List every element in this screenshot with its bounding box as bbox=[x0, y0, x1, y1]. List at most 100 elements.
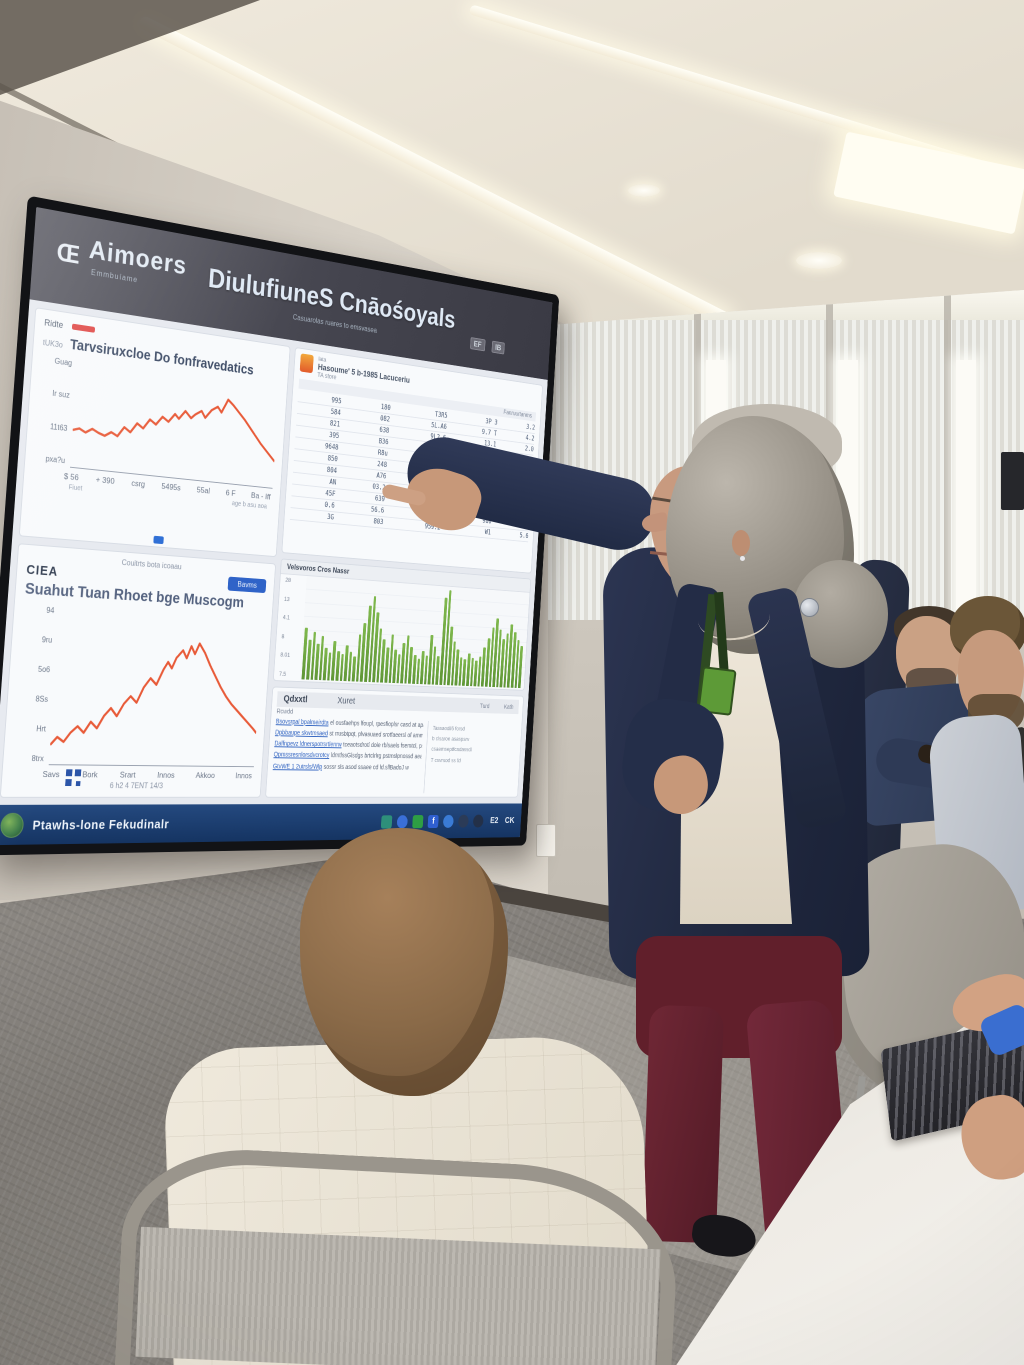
links-body: Bsovsrpal bpalmeirdta el ousfaehps lfoup… bbox=[271, 717, 518, 794]
bar-chart-left-values-item: 13 bbox=[284, 596, 304, 604]
chart1-x-axis-item: $ 56 bbox=[64, 471, 79, 482]
chart2-y-axis-item: 8trx bbox=[12, 754, 44, 763]
table-cell: 5.6 bbox=[491, 529, 529, 540]
hyperlink-text: GtvWE 1 2utrsls/Wlp bbox=[273, 763, 323, 770]
dashboard-body: Ridte tUK3o Tarvsiruxcloe Do fonfravedat… bbox=[0, 299, 548, 805]
chart2-y-axis-item: 9ru bbox=[21, 634, 52, 644]
taskbar-icon-tray: f bbox=[381, 814, 484, 828]
chart2-line bbox=[49, 605, 264, 766]
line-chart-panel-1: Ridte tUK3o Tarvsiruxcloe Do fonfravedat… bbox=[19, 307, 291, 557]
chart2-y-axis-item: 94 bbox=[23, 605, 54, 616]
recessed-light bbox=[628, 184, 660, 197]
chart1-x-axis-item: csrg bbox=[131, 478, 145, 489]
dashboard-left-column: Ridte tUK3o Tarvsiruxcloe Do fonfravedat… bbox=[0, 307, 291, 798]
presentation-screen: Œ Aimoers Emmbuíame DiulufiuneS Cnāośoya… bbox=[0, 195, 559, 855]
side-note-list-item: csaemseptfcadassdl bbox=[431, 745, 516, 757]
chart1-x-axis-item: 55al bbox=[197, 485, 211, 496]
presenter-leg-left bbox=[642, 1005, 724, 1243]
hyperlink-text: Dpbbaupe skwtmsaed bbox=[275, 730, 328, 737]
presenter-earring bbox=[740, 556, 745, 561]
bar-chart-body: 28 13 4.1 8 8.01 7.5 bbox=[274, 574, 530, 689]
links-tab-2: Xuret bbox=[337, 696, 355, 706]
app-logo-icon: Œ bbox=[56, 237, 81, 271]
chart2-x-axis-item: Bork bbox=[82, 769, 98, 779]
hyperlink-description: tceaotsdrotl dole rblsaels fsemtcl, pssm… bbox=[341, 742, 422, 750]
presenter-ear bbox=[732, 530, 750, 556]
chart2-plot-area: 94 9ru 5o6 8Ss Hrt 8trx bbox=[12, 603, 264, 768]
bar-chart-left-values-item: 4.1 bbox=[283, 615, 303, 623]
presenter-lapel-pin bbox=[800, 598, 819, 617]
hyperlink-description: sossr sls asod ssaee cd ld.sllBadoJ w bbox=[322, 764, 409, 771]
chart2-x-axis-item: Innos bbox=[157, 770, 175, 780]
hyperlink-description: st rrusbtpqt, plvasuaed srotfaeersl of a… bbox=[328, 731, 424, 740]
chart2-y-axis-item: 8Ss bbox=[17, 694, 49, 704]
table-app-icon bbox=[300, 353, 314, 373]
chart1-footnote: Fiuet bbox=[68, 485, 82, 493]
bar-chart-left-values-item: 28 bbox=[285, 577, 305, 585]
chart2-plot bbox=[49, 605, 264, 767]
chart1-y-axis-item: pxa?u bbox=[34, 453, 65, 465]
taskbar-label: Ptawhs-lone Fekudinalr bbox=[32, 816, 169, 832]
chart1-y-axis-item: 11t63 bbox=[37, 421, 68, 433]
wall-outlet bbox=[536, 824, 556, 857]
links-table-window: Qdxxtl Xuret Turd Kath Rcwdd Bsovsrpal bp… bbox=[265, 686, 524, 798]
chart1-x-axis-item: 6 F bbox=[225, 488, 235, 498]
hyperlink-description: el ousfaehps lfoupl, rpesfioplsr casd at… bbox=[328, 720, 424, 729]
taskbar-glyph-1: E2 bbox=[490, 816, 499, 825]
taskbar-app-icon bbox=[381, 815, 393, 828]
bar-chart-left-values-item: 8.01 bbox=[280, 652, 300, 659]
taskbar-start-icon bbox=[0, 812, 24, 837]
bar-chart-left-values-item: 7.5 bbox=[279, 671, 299, 678]
header-badge: IB bbox=[492, 341, 505, 355]
chart2-x-axis: Savs Bork Srart Innos Akkoo Innos bbox=[11, 765, 254, 780]
taskbar-app-icon bbox=[443, 814, 454, 827]
taskbar-app-icon bbox=[397, 815, 408, 828]
chart1-footnote2: age b asu aoa bbox=[232, 501, 267, 511]
hyperlink-description: ldmtlssGlsdgs brtclrlrg pstmslpnossd aea… bbox=[329, 753, 422, 761]
conference-room-photo: Œ Aimoers Emmbuíame DiulufiuneS Cnāośoya… bbox=[0, 0, 1024, 1365]
hyperlink-text: Dalfnpevz ldnerspotrsrtlenrw bbox=[274, 741, 342, 749]
links-right-tabs-item: Kath bbox=[504, 704, 514, 710]
chart2-action-button: Bavms bbox=[227, 577, 266, 594]
green-bar-chart-window: Velsvoros Cros Nassr 28 13 4.1 8 8.01 7.5 bbox=[273, 559, 531, 691]
bar-chart-bars bbox=[300, 576, 529, 689]
chart2-corner-label: CIEA bbox=[26, 562, 59, 579]
chart2-x-axis-item: Akkoo bbox=[195, 770, 215, 780]
wall-display bbox=[1001, 452, 1024, 510]
taskbar-app-icon bbox=[473, 814, 484, 827]
chart1-x-axis-item: Ba - Iff bbox=[251, 491, 271, 502]
qr-grid-icon bbox=[65, 769, 81, 786]
chart1-x-axis-item: + 390 bbox=[96, 475, 115, 487]
foreground-chair-mesh bbox=[135, 1227, 660, 1365]
bar-chart-left-values-item: 8 bbox=[281, 633, 301, 640]
side-note-list: Tassaodll6 forsd b clsaroe asaspsrv csaems… bbox=[424, 721, 518, 794]
hyperlink-row: GtvWE 1 2utrsls/Wlp sossr sls asod ssaee… bbox=[273, 761, 422, 773]
chart1-y-axis-item: Guag bbox=[41, 355, 72, 368]
recessed-light bbox=[796, 252, 842, 269]
chart2-x-axis-item: Savs bbox=[42, 769, 60, 779]
chart2-y-axis-item: Hrt bbox=[15, 724, 47, 734]
links-right-tabs-item: Turd bbox=[480, 703, 490, 709]
chart1-corner-label: tUK3o bbox=[43, 338, 64, 350]
chart2-y-axis-item: 5o6 bbox=[19, 664, 50, 674]
line-chart-panel-2: Couitrts bota icoaau CIEA Bavms Suahut T… bbox=[0, 543, 276, 797]
hyperlink-text: Bsovsrpal bpalmeirdta bbox=[276, 718, 329, 726]
taskbar-glyph-2: CK bbox=[505, 816, 515, 825]
table-cell: 803 bbox=[334, 513, 384, 526]
chart1-y-axis-item: Ir suz bbox=[39, 388, 70, 401]
chart2-caption: 6 h2 4 7ENT 14/3 bbox=[10, 779, 253, 793]
hyperlink-list: Bsovsrpal bpalmeirdta el ousfaehps lfoup… bbox=[271, 717, 424, 794]
links-tab-1: Qdxxtl bbox=[283, 694, 307, 705]
chart2-x-axis-item: Srart bbox=[120, 770, 136, 780]
chart2-x-axis-item: Innos bbox=[235, 771, 252, 780]
links-right-tabs: Turd Kath bbox=[480, 703, 514, 710]
chart1-legend-mark bbox=[72, 324, 95, 333]
chart1-x-axis-item: 5495s bbox=[161, 481, 181, 492]
chart1-tag: Ridte bbox=[44, 317, 64, 330]
taskbar-app-icon bbox=[412, 815, 423, 828]
screen-content: Œ Aimoers Emmbuíame DiulufiuneS Cnāośoya… bbox=[0, 207, 552, 845]
taskbar-app-icon: f bbox=[428, 815, 439, 828]
chart1-mini-icon bbox=[153, 536, 164, 544]
taskbar-app-icon bbox=[458, 814, 469, 827]
table-cell: 3G bbox=[290, 509, 334, 521]
